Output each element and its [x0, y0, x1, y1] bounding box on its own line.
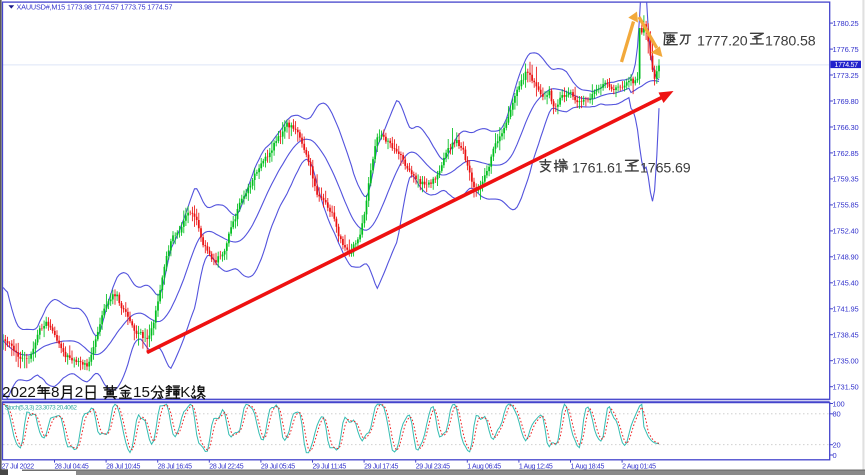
svg-text:1752.40: 1752.40	[833, 227, 859, 236]
svg-text:K: K	[180, 384, 190, 401]
svg-text:1 Aug 12:45: 1 Aug 12:45	[519, 463, 553, 470]
svg-text:15: 15	[133, 384, 150, 401]
svg-text:1761.61: 1761.61	[572, 161, 623, 177]
svg-text:1 Aug 18:45: 1 Aug 18:45	[571, 463, 605, 470]
svg-text:29 Jul 23:45: 29 Jul 23:45	[416, 463, 450, 470]
svg-text:80: 80	[833, 410, 841, 419]
svg-text:28 Jul 22:45: 28 Jul 22:45	[209, 463, 243, 470]
svg-text:1776.75: 1776.75	[833, 45, 859, 54]
svg-text:2022: 2022	[2, 384, 36, 401]
svg-text:1759.35: 1759.35	[833, 175, 859, 184]
svg-text:1774.57: 1774.57	[835, 62, 859, 69]
svg-text:1773.25: 1773.25	[833, 71, 859, 80]
svg-text:1741.95: 1741.95	[833, 305, 859, 314]
svg-text:1765.69: 1765.69	[640, 161, 691, 177]
svg-text:1780.58: 1780.58	[765, 34, 816, 50]
svg-text:28 Jul 16:45: 28 Jul 16:45	[158, 463, 192, 470]
svg-text:1780.25: 1780.25	[833, 19, 859, 28]
svg-text:28 Jul 04:45: 28 Jul 04:45	[55, 463, 89, 470]
svg-text:1 Aug 06:45: 1 Aug 06:45	[467, 463, 501, 470]
svg-text:8: 8	[51, 384, 59, 401]
svg-text:29 Jul 05:45: 29 Jul 05:45	[261, 463, 295, 470]
svg-text:1748.90: 1748.90	[833, 253, 859, 262]
svg-text:1731.50: 1731.50	[833, 383, 859, 392]
svg-text:1762.85: 1762.85	[833, 149, 859, 158]
svg-text:1777.20: 1777.20	[697, 34, 748, 50]
svg-text:29 Jul 11:45: 29 Jul 11:45	[313, 463, 347, 470]
svg-text:1766.30: 1766.30	[833, 123, 859, 132]
svg-text:0: 0	[833, 451, 837, 460]
svg-text:1745.40: 1745.40	[833, 279, 859, 288]
svg-text:100: 100	[833, 399, 845, 408]
svg-text:1735.00: 1735.00	[833, 357, 859, 366]
svg-text:28 Jul 10:45: 28 Jul 10:45	[106, 463, 140, 470]
svg-text:2: 2	[75, 384, 83, 401]
svg-text:2 Aug 01:45: 2 Aug 01:45	[622, 463, 656, 470]
svg-text:29 Jul 17:45: 29 Jul 17:45	[364, 463, 398, 470]
svg-text:Stoch(5,3,3) 23.3073 20.4062: Stoch(5,3,3) 23.3073 20.4062	[5, 405, 78, 412]
svg-text:27 Jul 2022: 27 Jul 2022	[2, 463, 35, 470]
svg-text:XAUUSD#,M15 1773.98 1774.57 1: XAUUSD#,M15 1773.98 1774.57 1773.75 1774…	[17, 2, 173, 11]
svg-text:1755.85: 1755.85	[833, 201, 859, 210]
svg-text:20: 20	[833, 441, 841, 450]
svg-text:1738.45: 1738.45	[833, 331, 859, 340]
svg-text:1769.80: 1769.80	[833, 97, 859, 106]
